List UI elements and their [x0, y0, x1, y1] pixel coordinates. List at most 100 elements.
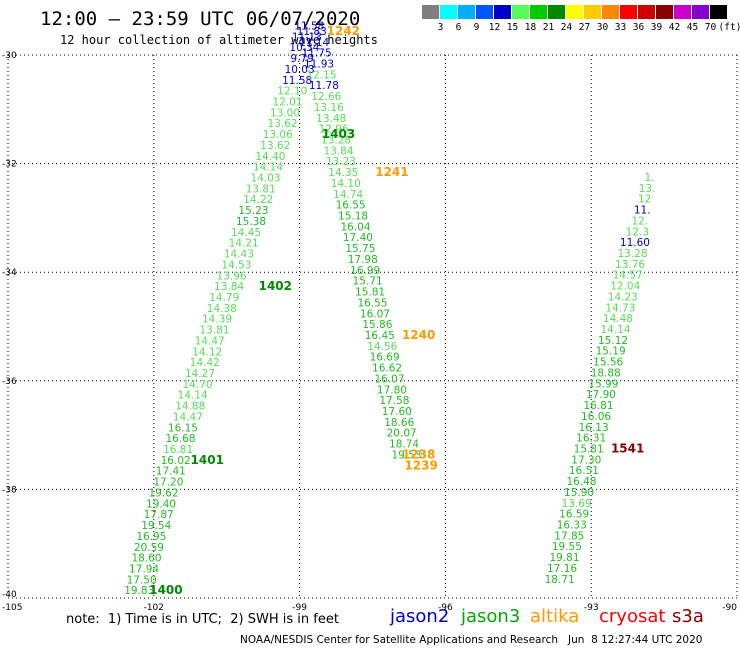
wave-height-value: 14.79	[209, 292, 239, 304]
wave-height-value: 11.	[634, 205, 651, 217]
wave-height-value: 14.38	[207, 303, 237, 315]
scale-label: 39	[650, 22, 663, 33]
scale-swatch	[656, 5, 673, 19]
wave-height-value: 11.14	[299, 37, 329, 49]
wave-height-value: 16.81	[163, 444, 193, 456]
wave-height-value: 14.10	[331, 178, 361, 190]
pass-number-label: 1541	[611, 441, 644, 455]
map-title: 12:00 – 23:59 UTC 06/07/2020	[40, 8, 361, 30]
wave-height-value: 14.14	[253, 162, 283, 174]
wave-height-value: 19.40	[146, 498, 176, 510]
wave-height-value: 13.16	[314, 102, 344, 114]
wave-height-value: 11.60	[620, 237, 650, 249]
scale-swatch	[458, 5, 475, 19]
wave-height-value: 9.79	[290, 53, 313, 65]
wave-height-value: 17.16	[547, 563, 577, 575]
wave-height-value: 14.47	[195, 335, 225, 347]
wave-height-value: 16.06	[581, 411, 611, 423]
wave-height-value: 16.68	[165, 433, 195, 445]
satellite-legend-s3a: s3a	[672, 606, 704, 627]
wave-height-value: 14.70	[183, 379, 213, 391]
wave-height-value: 16.33	[557, 519, 587, 531]
wave-height-value: 14.40	[255, 151, 285, 163]
pass-number-label: 1240	[402, 328, 435, 342]
wave-height-value: 16.81	[583, 400, 613, 412]
scale-label: 24	[560, 22, 573, 33]
scale-swatch	[620, 5, 637, 19]
wave-height-value: 15.99	[588, 378, 618, 390]
satellite-legend-jason2: jason2	[390, 606, 450, 627]
scale-swatch	[638, 5, 655, 19]
wave-height-value: 13.28	[321, 135, 351, 147]
wave-height-value: 19.54	[141, 520, 171, 532]
wave-height-value: 14.27	[185, 368, 215, 380]
wave-height-value: 16.95	[136, 531, 166, 543]
wave-height-value: 16.48	[566, 476, 596, 488]
wave-height-value: 14.48	[603, 313, 633, 325]
wave-height-value: 17.40	[343, 232, 373, 244]
wave-height-value: 14.35	[328, 167, 358, 179]
wave-height-value: 19.62	[148, 487, 178, 499]
wave-height-value: 13.81	[246, 183, 276, 195]
wave-height-value: 11.58	[294, 20, 324, 32]
wave-height-value: 16.04	[340, 221, 370, 233]
wave-height-value: 10.34	[289, 42, 319, 54]
wave-height-value: 20.07	[387, 428, 417, 440]
y-tick-label: -36	[2, 377, 17, 387]
wave-height-value: 16.07	[374, 373, 404, 385]
scale-swatch	[584, 5, 601, 19]
wave-height-value: 13.28	[617, 248, 647, 260]
x-tick-label: -93	[584, 603, 599, 613]
wave-height-value: 15.81	[355, 287, 385, 299]
wave-height-value: 11.58	[282, 75, 312, 87]
wave-height-value: 14.47	[173, 411, 203, 423]
wave-height-value: 11.93	[304, 58, 334, 70]
wave-height-value: 18.60	[131, 553, 161, 565]
pass-number-label: 1242	[327, 24, 360, 38]
scale-label: 27	[578, 22, 591, 33]
wave-height-value: 13.48	[316, 113, 346, 125]
wave-height-value: 12.15	[306, 69, 336, 81]
x-tick-label: -105	[2, 603, 22, 613]
scale-swatch	[476, 5, 493, 19]
y-tick-label: -30	[2, 51, 17, 61]
pass-number-label: 1238	[402, 447, 435, 461]
wave-height-value: 17.98	[348, 254, 378, 266]
scale-unit-label: (ft)	[718, 22, 740, 33]
wave-height-value: 13.	[639, 183, 656, 195]
scale-label: 15	[506, 22, 519, 33]
wave-height-value: 14.22	[243, 194, 273, 206]
wave-height-value: 14.56	[367, 341, 397, 353]
wave-height-value: 16.62	[372, 363, 402, 375]
wave-height-value: 20.59	[134, 542, 164, 554]
wave-height-value: 16.13	[579, 422, 609, 434]
y-tick-label: -40	[2, 590, 17, 600]
wave-height-value: 14.53	[221, 259, 251, 271]
wave-height-value: 14.45	[231, 227, 261, 239]
scale-label: 3	[437, 22, 444, 33]
wave-height-value: 11.13	[292, 31, 322, 43]
wave-height-value: 16.45	[365, 330, 395, 342]
wave-height-value: 16.51	[569, 465, 599, 477]
x-tick-label: -90	[722, 603, 737, 613]
pass-number-label: 1401	[191, 453, 224, 467]
pass-number-label: 1241	[375, 165, 408, 179]
scale-swatch	[692, 5, 709, 19]
wave-height-value: 15.23	[238, 205, 268, 217]
wave-height-value: 14.14	[600, 324, 630, 336]
wave-height-value: 12.04	[610, 281, 640, 293]
wave-height-value: 18.74	[389, 439, 419, 451]
wave-height-value: 15.86	[362, 319, 392, 331]
y-tick-label: -32	[2, 160, 17, 170]
wave-height-value: 13.23	[326, 156, 356, 168]
wave-height-value: 10.03	[285, 64, 315, 76]
wave-height-value: 17.90	[586, 389, 616, 401]
x-tick-label: -102	[144, 603, 164, 613]
wave-height-value: 16.55	[336, 200, 366, 212]
wave-height-value: 17.58	[379, 395, 409, 407]
scale-label: 18	[524, 22, 537, 33]
wave-height-value: 13.62	[260, 140, 290, 152]
wave-height-value: 17.60	[382, 406, 412, 418]
scale-label: 70	[704, 22, 717, 33]
